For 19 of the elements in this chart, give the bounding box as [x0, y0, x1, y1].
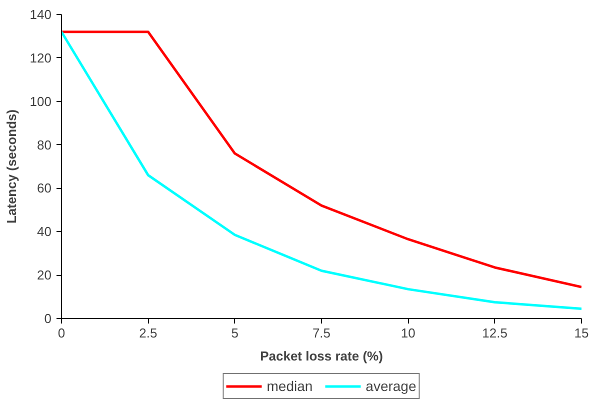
y-axis-title: Latency (seconds)	[4, 109, 19, 224]
x-tick-label: 7.5	[312, 326, 331, 340]
y-tick-label: 120	[30, 50, 52, 66]
y-tick-label: 20	[37, 268, 52, 283]
legend-label: median	[266, 378, 313, 394]
y-tick-label: 0	[44, 311, 52, 326]
x-tick-label: 15	[574, 326, 589, 340]
x-tick-label: 5	[231, 326, 238, 340]
y-tick-label: 100	[30, 94, 52, 109]
legend-label: average	[366, 378, 416, 394]
x-tick-label: 12.5	[482, 326, 508, 340]
y-tick-label: 40	[37, 224, 52, 240]
x-tick-label: 10	[400, 326, 416, 340]
y-tick-label: 140	[30, 7, 52, 22]
y-tick-label: 60	[37, 180, 52, 196]
x-axis-title: Packet loss rate (%)	[260, 348, 383, 364]
x-tick-label: 0	[58, 326, 66, 340]
y-tick-label: 80	[37, 137, 52, 152]
x-tick-label: 2.5	[139, 326, 158, 340]
